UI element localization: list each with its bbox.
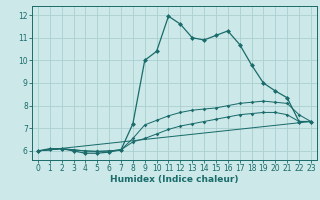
X-axis label: Humidex (Indice chaleur): Humidex (Indice chaleur): [110, 175, 239, 184]
